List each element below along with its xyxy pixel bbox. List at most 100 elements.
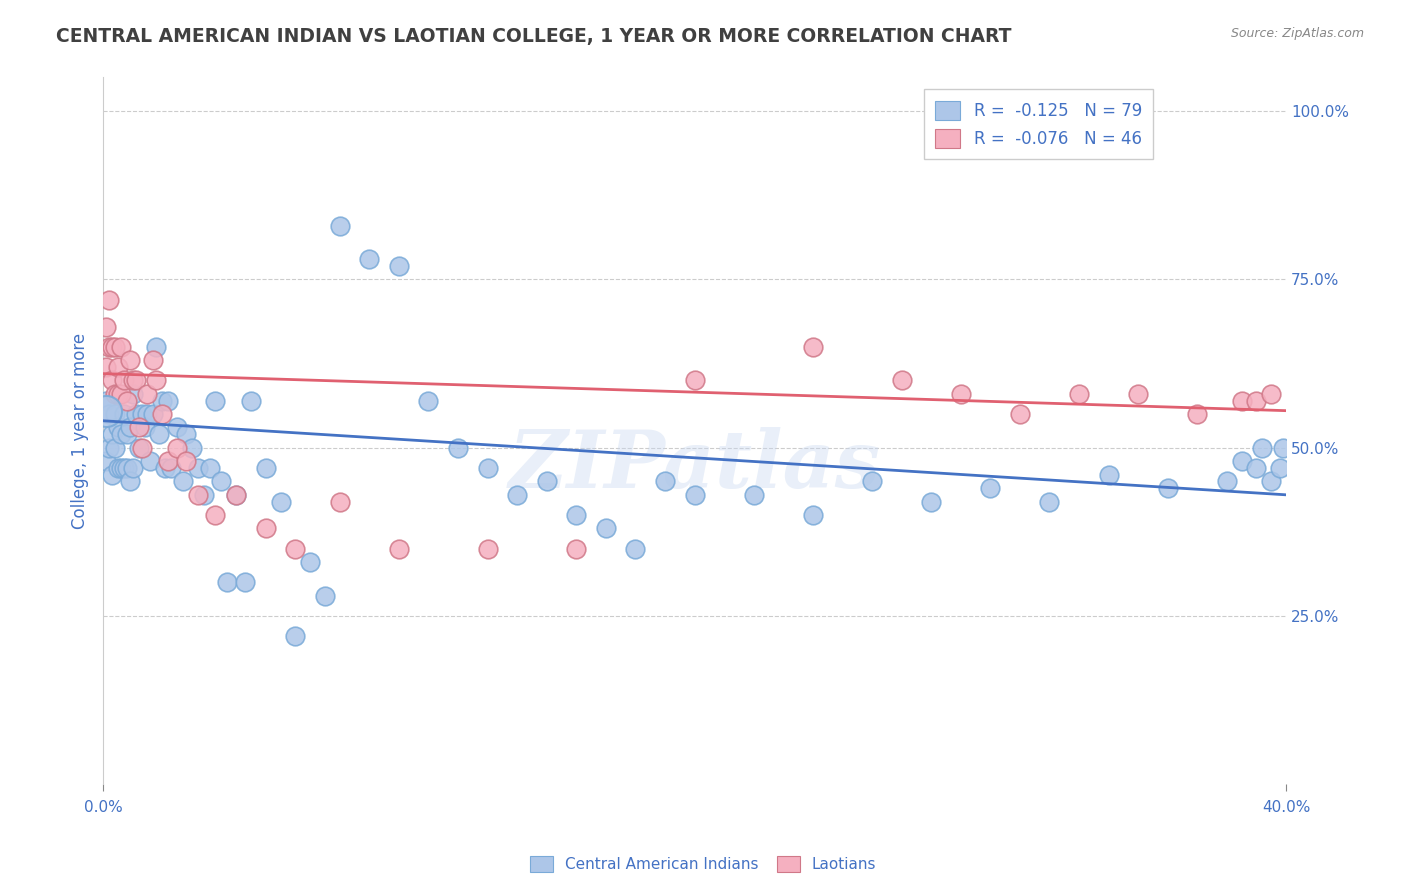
Point [1246,461,1268,475]
Point [536,475,558,489]
Point [240,393,263,408]
Point [150,393,173,408]
Point [1126,387,1149,401]
Text: Source: ZipAtlas.com: Source: ZipAtlas.com [1230,27,1364,40]
Point [890,373,912,387]
Point [284,629,307,643]
Point [418,393,440,408]
Point [107,359,129,374]
Point [94,393,117,408]
Point [447,441,470,455]
Point [1230,454,1253,468]
Point [98,293,121,307]
Point [1230,393,1253,408]
Point [565,541,588,556]
Point [1008,407,1031,421]
Point [801,508,824,522]
Point [1156,481,1178,495]
Point [1187,407,1209,421]
Point [1272,441,1295,455]
Point [157,393,180,408]
Point [115,427,138,442]
Point [742,488,765,502]
Point [157,454,180,468]
Point [1216,475,1239,489]
Point [150,407,173,421]
Point [118,353,141,368]
Point [98,441,121,455]
Point [299,555,322,569]
Point [477,461,499,475]
Point [118,475,141,489]
Point [121,461,143,475]
Point [128,420,150,434]
Point [94,359,117,374]
Point [801,340,824,354]
Point [107,420,129,434]
Point [683,373,706,387]
Point [979,481,1001,495]
Point [624,541,647,556]
Point [136,387,159,401]
Point [860,475,883,489]
Point [112,461,135,475]
Point [134,420,156,434]
Point [112,407,135,421]
Point [131,441,153,455]
Point [1268,461,1291,475]
Point [142,353,165,368]
Point [204,393,226,408]
Point [204,508,226,522]
Point [145,340,167,354]
Point [1260,475,1282,489]
Point [139,454,162,468]
Point [101,427,124,442]
Point [1067,387,1090,401]
Point [98,340,121,354]
Point [110,387,132,401]
Point [124,373,146,387]
Point [128,441,150,455]
Point [136,407,159,421]
Point [209,475,232,489]
Point [1251,441,1274,455]
Point [388,541,411,556]
Point [110,427,132,442]
Point [155,461,177,475]
Point [506,488,529,502]
Point [187,488,209,502]
Point [314,589,336,603]
Point [654,475,676,489]
Point [166,420,188,434]
Point [94,454,117,468]
Point [1260,387,1282,401]
Point [172,475,194,489]
Point [104,407,127,421]
Point [104,387,127,401]
Legend: Central American Indians, Laotians: Central American Indians, Laotians [522,848,884,880]
Point [1038,494,1060,508]
Point [225,488,247,502]
Point [115,461,138,475]
Point [329,494,352,508]
Point [101,373,124,387]
Point [225,488,247,502]
Point [683,488,706,502]
Point [118,420,141,434]
Point [284,541,307,556]
Point [180,441,202,455]
Point [94,319,117,334]
Point [107,387,129,401]
Point [329,219,352,233]
Point [115,393,138,408]
Point [920,494,942,508]
Point [477,541,499,556]
Point [104,340,127,354]
Point [145,373,167,387]
Point [110,340,132,354]
Point [174,454,197,468]
Point [217,575,239,590]
Point [94,403,117,417]
Point [198,461,221,475]
Legend: R =  -0.125   N = 79, R =  -0.076   N = 46: R = -0.125 N = 79, R = -0.076 N = 46 [924,89,1153,160]
